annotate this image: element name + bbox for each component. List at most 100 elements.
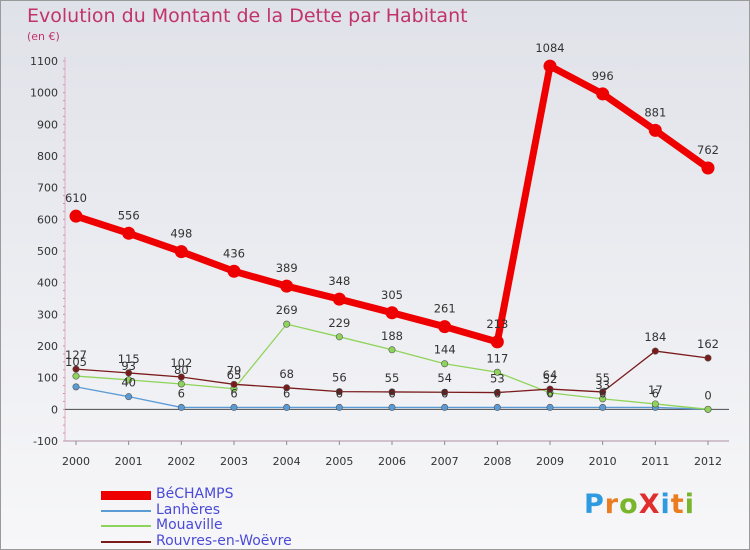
data-label: 54	[437, 371, 452, 385]
data-point	[385, 306, 399, 320]
y-tick-label: 600	[37, 213, 58, 226]
y-tick-label: 800	[37, 150, 58, 163]
data-label: 6	[441, 386, 448, 400]
data-label: 115	[118, 352, 140, 366]
data-point	[599, 403, 607, 411]
data-label: 162	[697, 337, 719, 351]
data-label: 762	[697, 143, 719, 157]
data-label: 269	[276, 303, 298, 317]
data-point	[493, 368, 501, 376]
data-label: 348	[328, 274, 350, 288]
data-label: 55	[595, 371, 610, 385]
data-label: 0	[704, 388, 711, 402]
data-label: 305	[381, 288, 403, 302]
x-tick-label: 2006	[378, 455, 406, 468]
data-point	[599, 395, 607, 403]
data-point	[438, 320, 452, 334]
x-tick-label: 2001	[115, 455, 143, 468]
data-point	[441, 403, 449, 411]
data-label: 68	[279, 367, 294, 381]
data-point	[493, 389, 501, 397]
data-point	[335, 403, 343, 411]
data-point	[69, 209, 83, 223]
legend-swatch	[101, 540, 151, 543]
data-label: 79	[227, 363, 242, 377]
data-point	[490, 335, 504, 349]
data-label: 498	[170, 227, 192, 241]
x-tick-label: 2008	[483, 455, 511, 468]
y-tick-label: 1000	[30, 87, 58, 100]
data-label: 40	[121, 376, 136, 390]
logo-letter: r	[604, 489, 620, 520]
data-label: 261	[434, 302, 456, 316]
legend-swatch	[101, 509, 151, 512]
data-label: 117	[486, 351, 508, 365]
data-point	[283, 403, 291, 411]
data-point	[596, 87, 610, 101]
data-point	[546, 385, 554, 393]
data-point	[122, 226, 136, 240]
data-labels: 6105564984363893483052612131084996881762…	[65, 41, 719, 402]
data-point	[177, 380, 185, 388]
x-tick-label: 2009	[536, 455, 564, 468]
x-tick-label: 2002	[167, 455, 195, 468]
data-point	[332, 292, 346, 306]
data-label: 188	[381, 329, 403, 343]
data-label: 80	[174, 363, 189, 377]
data-label: 996	[592, 69, 614, 83]
legend-label: Rouvres-en-Woëvre	[156, 532, 292, 549]
data-label: 6	[388, 386, 395, 400]
data-label: 53	[490, 372, 505, 386]
data-label: 1084	[535, 41, 564, 55]
x-tick-label: 2007	[431, 455, 459, 468]
legend-label: Mouaville	[156, 517, 223, 533]
data-label: 6	[652, 386, 659, 400]
data-label: 6	[283, 386, 290, 400]
data-label: 52	[543, 372, 558, 386]
data-label: 127	[65, 348, 87, 362]
y-tick-label: 900	[37, 118, 58, 131]
data-point	[388, 388, 396, 396]
data-label: 556	[118, 208, 140, 222]
data-point	[72, 365, 80, 373]
data-point	[177, 403, 185, 411]
data-label: 229	[328, 316, 350, 330]
data-point	[230, 380, 238, 388]
data-point	[441, 388, 449, 396]
data-point	[388, 346, 396, 354]
data-point	[125, 376, 133, 384]
data-label: 33	[595, 378, 610, 392]
data-point	[72, 383, 80, 391]
y-tick-label: 500	[37, 245, 58, 258]
x-tick-label: 2000	[62, 455, 90, 468]
y-tick-label: 0	[51, 403, 58, 416]
x-tick-label: 2005	[325, 455, 353, 468]
logo-letter: i	[684, 489, 695, 520]
data-point	[335, 388, 343, 396]
data-label: 610	[65, 191, 87, 205]
data-point	[283, 384, 291, 392]
data-label: 144	[434, 343, 456, 357]
data-point	[599, 388, 607, 396]
data-point	[704, 354, 712, 362]
data-label: 436	[223, 246, 245, 260]
data-point	[543, 59, 557, 73]
logo-letter: o	[619, 489, 639, 520]
data-label: 93	[121, 359, 136, 373]
legend-label: BéCHAMPS	[156, 486, 234, 502]
data-label: 102	[170, 356, 192, 370]
y-tick-label: 400	[37, 277, 58, 290]
data-point	[177, 373, 185, 381]
data-point	[174, 245, 188, 259]
data-label: 6	[178, 386, 185, 400]
data-label: 6	[230, 386, 237, 400]
legend-swatch	[101, 525, 151, 527]
data-point	[701, 161, 715, 175]
data-point	[283, 320, 291, 328]
data-label: 389	[276, 261, 298, 275]
data-label: 881	[644, 105, 666, 119]
data-point	[441, 360, 449, 368]
chart-title: Evolution du Montant de la Dette par Hab…	[27, 5, 468, 27]
axes: -100010020030040050060070080090010001100…	[30, 55, 729, 468]
data-label: 55	[385, 371, 400, 385]
